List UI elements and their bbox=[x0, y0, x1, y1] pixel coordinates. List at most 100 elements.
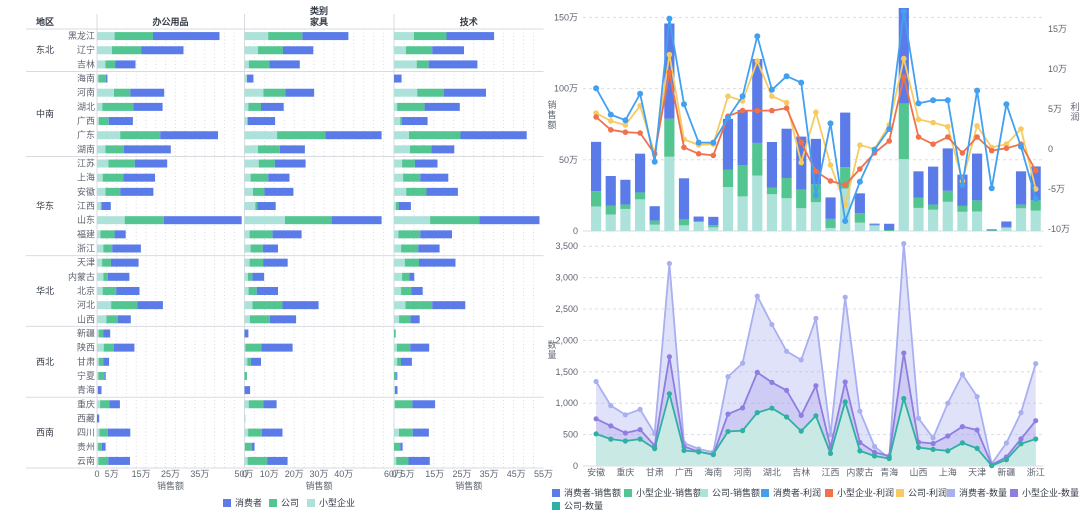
svg-text:安徽: 安徽 bbox=[77, 186, 95, 197]
svg-text:25万: 25万 bbox=[161, 469, 180, 479]
svg-text:-10万: -10万 bbox=[1048, 224, 1070, 234]
svg-text:50万: 50万 bbox=[559, 155, 578, 165]
svg-text:河南: 河南 bbox=[77, 87, 95, 98]
svg-text:新疆: 新疆 bbox=[997, 467, 1015, 478]
svg-text:上海: 上海 bbox=[939, 467, 957, 478]
svg-text:广东: 广东 bbox=[77, 129, 95, 140]
svg-text:广西: 广西 bbox=[675, 467, 693, 478]
svg-text:内蒙古: 内蒙古 bbox=[68, 271, 95, 282]
svg-text:40万: 40万 bbox=[334, 469, 353, 479]
svg-text:江苏: 江苏 bbox=[77, 158, 95, 169]
svg-text:甘肃: 甘肃 bbox=[77, 356, 95, 367]
svg-text:55万: 55万 bbox=[534, 469, 553, 479]
svg-text:5万: 5万 bbox=[1048, 104, 1062, 114]
svg-text:内蒙古: 内蒙古 bbox=[846, 467, 873, 478]
svg-text:销售额: 销售额 bbox=[157, 480, 184, 491]
svg-text:消费者: 消费者 bbox=[235, 497, 262, 508]
svg-text:10万: 10万 bbox=[1048, 64, 1067, 74]
svg-text:华北: 华北 bbox=[36, 285, 54, 296]
svg-text:四川: 四川 bbox=[77, 428, 95, 438]
svg-text:100万: 100万 bbox=[554, 84, 578, 94]
svg-text:西南: 西南 bbox=[36, 427, 54, 438]
svg-text:5万: 5万 bbox=[401, 469, 415, 479]
svg-text:山西: 山西 bbox=[909, 468, 927, 478]
svg-text:小型企业-销售额: 小型企业-销售额 bbox=[636, 487, 702, 498]
svg-text:东北: 东北 bbox=[36, 44, 54, 55]
svg-text:1,000: 1,000 bbox=[555, 398, 578, 408]
svg-text:青海: 青海 bbox=[880, 467, 898, 478]
svg-text:额: 额 bbox=[547, 119, 556, 130]
svg-text:数: 数 bbox=[547, 339, 556, 350]
svg-text:10万: 10万 bbox=[260, 469, 279, 479]
svg-text:河北: 河北 bbox=[77, 299, 95, 310]
svg-text:45万: 45万 bbox=[507, 469, 526, 479]
svg-text:消费者-销售额: 消费者-销售额 bbox=[564, 487, 621, 498]
svg-text:小型企业-利润: 小型企业-利润 bbox=[837, 487, 894, 498]
svg-text:0: 0 bbox=[391, 469, 396, 479]
svg-text:利: 利 bbox=[1070, 101, 1079, 112]
svg-text:15万: 15万 bbox=[1048, 24, 1067, 34]
svg-text:0: 0 bbox=[1048, 144, 1053, 154]
svg-text:宁夏: 宁夏 bbox=[77, 370, 95, 381]
svg-text:0: 0 bbox=[573, 461, 578, 471]
svg-text:重庆: 重庆 bbox=[77, 398, 95, 409]
svg-text:辽宁: 辽宁 bbox=[77, 44, 95, 55]
svg-text:山西: 山西 bbox=[77, 314, 95, 324]
svg-text:销售额: 销售额 bbox=[305, 480, 332, 491]
svg-text:办公用品: 办公用品 bbox=[152, 16, 188, 27]
svg-text:重庆: 重庆 bbox=[616, 467, 634, 478]
svg-text:类别: 类别 bbox=[310, 5, 328, 16]
svg-text:3,500: 3,500 bbox=[555, 241, 578, 251]
svg-text:广西: 广西 bbox=[77, 115, 95, 126]
svg-text:新疆: 新疆 bbox=[77, 328, 95, 339]
svg-text:甘肃: 甘肃 bbox=[646, 467, 664, 478]
svg-text:西藏: 西藏 bbox=[77, 412, 95, 423]
svg-text:海南: 海南 bbox=[77, 73, 95, 84]
svg-text:-5万: -5万 bbox=[1048, 184, 1065, 194]
svg-text:0: 0 bbox=[573, 226, 578, 236]
svg-text:上海: 上海 bbox=[77, 172, 95, 183]
svg-text:地区: 地区 bbox=[36, 16, 54, 27]
svg-text:小型企业-数量: 小型企业-数量 bbox=[1022, 487, 1079, 498]
svg-text:销售额: 销售额 bbox=[455, 480, 482, 491]
svg-text:60万: 60万 bbox=[384, 469, 403, 479]
svg-text:0: 0 bbox=[94, 469, 99, 479]
svg-text:小型企业: 小型企业 bbox=[319, 497, 355, 508]
svg-text:500: 500 bbox=[563, 430, 578, 440]
svg-text:华东: 华东 bbox=[36, 200, 54, 211]
svg-text:公司-销售额: 公司-销售额 bbox=[712, 487, 760, 498]
svg-text:山东: 山东 bbox=[77, 214, 95, 225]
svg-text:1,500: 1,500 bbox=[555, 367, 578, 377]
svg-text:销: 销 bbox=[547, 99, 556, 110]
svg-text:2,000: 2,000 bbox=[555, 335, 578, 345]
svg-text:青海: 青海 bbox=[77, 384, 95, 395]
svg-text:天津: 天津 bbox=[77, 258, 95, 268]
svg-text:5万: 5万 bbox=[105, 469, 119, 479]
svg-text:150万: 150万 bbox=[554, 12, 578, 22]
svg-text:北京: 北京 bbox=[77, 285, 95, 296]
svg-text:河南: 河南 bbox=[734, 467, 752, 478]
svg-text:安徽: 安徽 bbox=[587, 467, 605, 478]
svg-text:公司-数量: 公司-数量 bbox=[564, 500, 603, 511]
svg-text:福建: 福建 bbox=[77, 228, 95, 239]
svg-text:家具: 家具 bbox=[310, 16, 328, 27]
svg-text:2,500: 2,500 bbox=[555, 304, 578, 314]
svg-text:浙江: 浙江 bbox=[77, 243, 95, 254]
svg-text:吉林: 吉林 bbox=[792, 467, 810, 478]
svg-text:消费者-利润: 消费者-利润 bbox=[773, 487, 821, 498]
svg-text:15万: 15万 bbox=[132, 469, 151, 479]
svg-text:公司-利润: 公司-利润 bbox=[908, 487, 947, 498]
svg-text:50万: 50万 bbox=[234, 469, 253, 479]
svg-text:售: 售 bbox=[547, 109, 556, 120]
svg-text:30万: 30万 bbox=[309, 469, 328, 479]
svg-text:江西: 江西 bbox=[77, 201, 95, 211]
svg-text:35万: 35万 bbox=[190, 469, 209, 479]
svg-text:湖南: 湖南 bbox=[77, 143, 95, 154]
svg-text:0: 0 bbox=[242, 469, 247, 479]
svg-text:湖北: 湖北 bbox=[77, 102, 95, 112]
svg-text:西北: 西北 bbox=[36, 357, 54, 367]
svg-text:润: 润 bbox=[1070, 111, 1079, 122]
svg-text:江西: 江西 bbox=[821, 468, 839, 478]
svg-text:3,000: 3,000 bbox=[555, 273, 578, 283]
svg-text:吉林: 吉林 bbox=[77, 58, 95, 69]
